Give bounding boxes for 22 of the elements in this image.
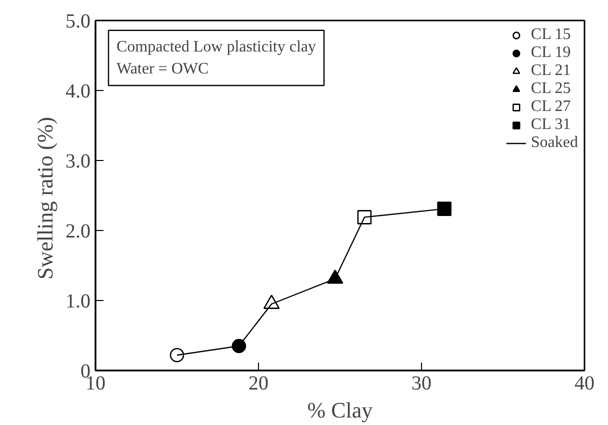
annotation: Compacted Low plasticity clay Water = OWC (116, 38, 316, 78)
x-tick-label: 40 (574, 372, 594, 394)
x-tick-label: 30 (412, 372, 432, 394)
point (170, 348, 184, 362)
x-axis-title: % Clay (307, 398, 373, 422)
y-tick-label: 5.0 (66, 10, 90, 32)
legend-label: CL 21 (530, 62, 571, 80)
y-tick-label: 2.0 (66, 220, 90, 242)
legend-label: CL 15 (530, 26, 571, 44)
legend-label: CL 27 (530, 98, 571, 116)
point (437, 202, 452, 216)
y-tick-label: 3.0 (66, 150, 90, 172)
point (357, 210, 372, 224)
x-tick-label: 20 (248, 372, 268, 394)
point (232, 338, 246, 354)
legend-label: CL 25 (530, 80, 571, 98)
legend-label: Soaked (530, 134, 578, 152)
y-tick-label: 1.0 (66, 290, 90, 312)
legend-label: CL 31 (530, 116, 571, 134)
y-axis-title: Swelling ratio (%) (32, 116, 58, 280)
y-tick-label: 4.0 (66, 80, 90, 102)
legend-label: CL 19 (530, 44, 571, 62)
